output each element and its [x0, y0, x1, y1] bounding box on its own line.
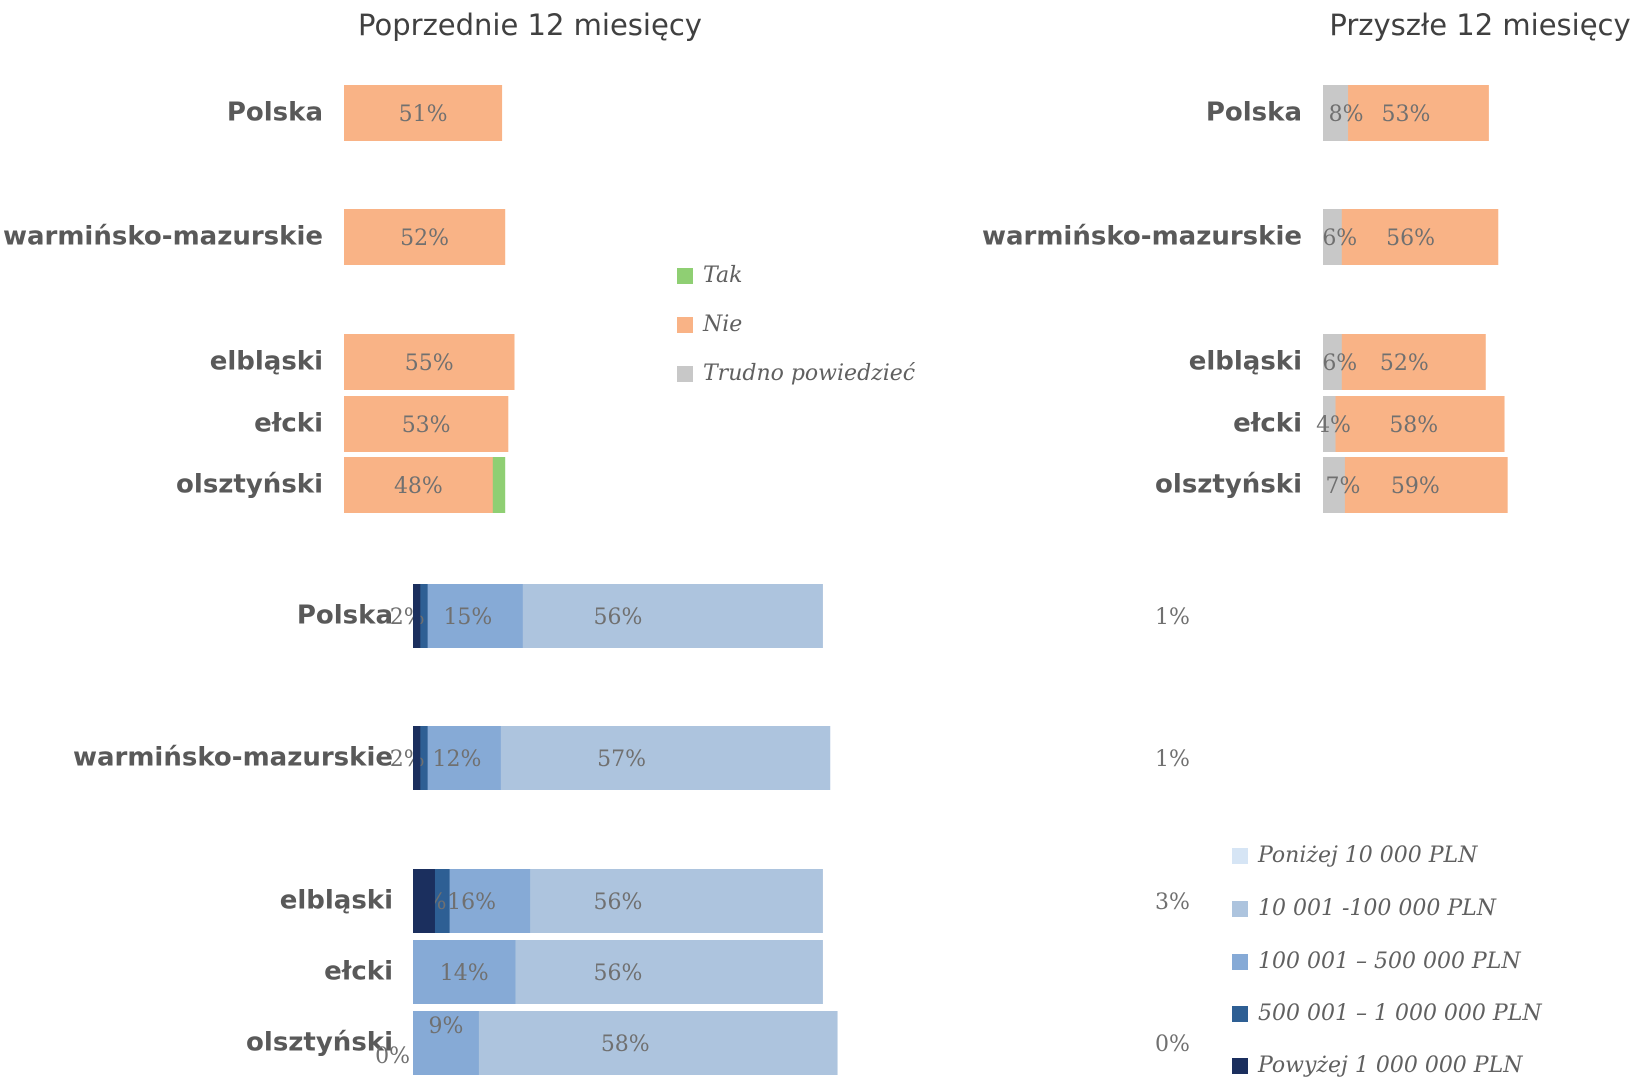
- category-label: elbląski: [280, 886, 393, 916]
- value-label: 57%: [597, 747, 646, 772]
- category-label: elbląski: [210, 347, 323, 377]
- value-label: 0%: [375, 1044, 410, 1069]
- value-label: 16%: [447, 890, 496, 915]
- value-label: 52%: [1380, 351, 1429, 376]
- legend-label: Trudno powiedzieć: [703, 361, 916, 386]
- value-label: 48%: [394, 474, 443, 499]
- category-label: olsztyński: [246, 1028, 393, 1058]
- bar-segment: [344, 209, 506, 265]
- legend-swatch: [1232, 901, 1248, 917]
- value-label: 55%: [405, 351, 454, 376]
- legend-label: 500 001 – 1 000 000 PLN: [1258, 1001, 1542, 1026]
- value-label: 56%: [1386, 226, 1435, 251]
- value-label: 15%: [443, 605, 492, 630]
- value-label: 52%: [400, 226, 449, 251]
- bar-segment: [1323, 457, 1508, 513]
- category-label: Polska: [227, 98, 323, 128]
- value-label: 56%: [594, 890, 643, 915]
- value-label: 14%: [440, 961, 489, 986]
- value-label: 6%: [1322, 226, 1357, 251]
- legend-swatch: [1232, 848, 1248, 864]
- legend-label: 100 001 – 500 000 PLN: [1258, 949, 1521, 974]
- category-label: olsztyński: [176, 470, 323, 500]
- value-label: 58%: [1389, 413, 1438, 438]
- bar-segment: [413, 726, 421, 790]
- category-label: Polska: [1206, 98, 1302, 128]
- legend-swatch: [677, 317, 693, 333]
- legend-swatch: [677, 366, 693, 382]
- legend-swatch: [1232, 1006, 1248, 1022]
- value-label: 6%: [1322, 351, 1357, 376]
- bar-segment: [1323, 396, 1505, 452]
- bar-segment: [1323, 85, 1489, 141]
- value-label: 4%: [1316, 413, 1351, 438]
- bar-segment: [1323, 334, 1486, 390]
- category-label: elbląski: [1189, 347, 1302, 377]
- legend-label: Tak: [703, 263, 742, 288]
- value-label: 56%: [594, 605, 643, 630]
- bar-segment: [413, 1011, 479, 1075]
- value-label: 59%: [1391, 474, 1440, 499]
- bar-segment: [1323, 334, 1342, 390]
- category-label: warmińsko-mazurskie: [982, 222, 1302, 252]
- category-label: ełcki: [1233, 409, 1302, 439]
- bar-segment: [413, 584, 523, 648]
- chart-title: Przyszłe 12 miesięcy: [1329, 8, 1630, 42]
- legend-swatch: [1232, 954, 1248, 970]
- bar-segment: [1323, 209, 1342, 265]
- value-label: 3%: [1155, 890, 1190, 915]
- value-label: 7%: [1325, 474, 1360, 499]
- value-label: 1%: [1155, 605, 1190, 630]
- value-label: 51%: [399, 102, 448, 127]
- value-label: 53%: [402, 413, 451, 438]
- value-label: 1%: [1155, 747, 1190, 772]
- legend-label: Powyżej 1 000 000 PLN: [1257, 1053, 1523, 1078]
- bar-segment: [413, 584, 421, 648]
- value-label: 8%: [1329, 102, 1364, 127]
- value-label: 0%: [1155, 1032, 1190, 1057]
- category-label: warmińsko-mazurskie: [73, 743, 393, 773]
- legend-swatch: [677, 268, 693, 284]
- category-label: ełcki: [254, 409, 323, 439]
- value-label: 56%: [594, 961, 643, 986]
- bar-segment: [1323, 85, 1349, 141]
- legend-label: Poniżej 10 000 PLN: [1257, 843, 1478, 868]
- chart-title: Poprzednie 12 miesięcy: [358, 8, 702, 42]
- value-label: 9%: [428, 1014, 463, 1039]
- bar-segment: [344, 396, 509, 452]
- bar-segment: [1323, 457, 1345, 513]
- bar-segment: [413, 1011, 838, 1075]
- category-label: warmińsko-mazurskie: [3, 222, 323, 252]
- bar-segment: [344, 85, 503, 141]
- legend-swatch: [1232, 1058, 1248, 1074]
- value-label: 58%: [601, 1032, 650, 1057]
- value-label: 12%: [432, 747, 481, 772]
- legend-label: Nie: [702, 312, 742, 337]
- bar-segment: [413, 940, 516, 1004]
- bar-segment: [1323, 396, 1336, 452]
- category-label: ełcki: [324, 957, 393, 987]
- legend-label: 10 001 -100 000 PLN: [1258, 896, 1497, 921]
- category-label: olsztyński: [1155, 470, 1302, 500]
- bar-segment: [344, 457, 493, 513]
- bar-segment: [344, 334, 515, 390]
- bar-segment: [413, 869, 435, 933]
- bar-segment: [1323, 209, 1499, 265]
- category-label: Polska: [297, 601, 393, 631]
- value-label: 53%: [1381, 102, 1430, 127]
